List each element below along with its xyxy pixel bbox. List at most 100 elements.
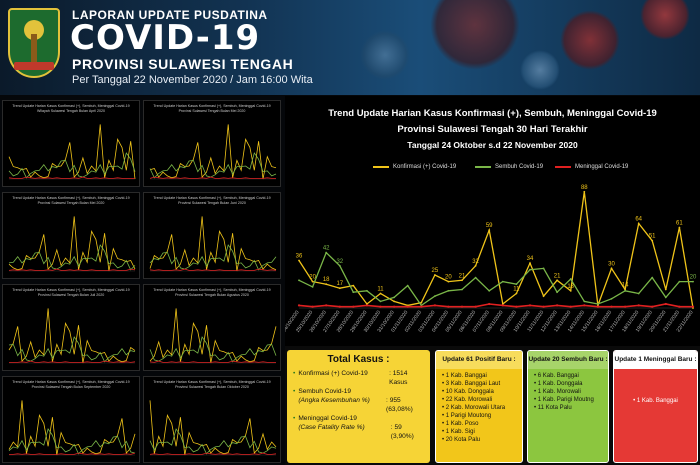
update-list-item: • 1 Kab. Parigi Moutng	[534, 397, 594, 403]
data-point	[325, 283, 328, 286]
thumbnail-series-line	[149, 336, 277, 363]
total-cases-title: Total Kasus :	[327, 354, 390, 365]
data-point	[393, 305, 396, 308]
meninggal-update-title: Update 1 Meninggal Baru :	[614, 351, 697, 369]
data-point	[379, 305, 382, 308]
data-point	[651, 239, 654, 242]
virus-decoration-icon	[520, 50, 560, 90]
thumbnail-title: Trend Update Harian Kasus Konfirmasi (+)…	[12, 288, 130, 297]
data-point	[311, 286, 314, 288]
data-label: 61	[676, 221, 683, 227]
thumbnail-title: Trend Update Harian Kasus Konfirmasi (+)…	[12, 196, 130, 205]
summary-row: • Konfirmasi (+) Covid-19: 1514 Kasus	[293, 370, 408, 386]
data-label: 34	[527, 256, 534, 262]
data-point	[393, 296, 395, 299]
monthly-chart-thumbnail: Trend Update Harian Kasus Konfirmasi (+)…	[2, 284, 140, 371]
data-label: 25	[432, 268, 439, 274]
data-point	[338, 305, 341, 308]
chart-subtitle: Provinsi Sulawesi Tengah 30 Hari Terakhi…	[397, 124, 588, 135]
summary-row: • Sembuh Covid-19	[293, 388, 352, 395]
thumbnail-series-line	[8, 308, 136, 364]
update-list-item: • 1 Kab. Poso	[442, 421, 479, 427]
data-label: 20	[309, 275, 316, 281]
thumbnail-series-line	[8, 244, 136, 271]
virus-decoration-icon	[640, 0, 690, 40]
data-point	[434, 295, 436, 297]
sembuh-update-box: Update 20 Sembuh Baru : • 6 Kab. Banggai…	[527, 350, 609, 463]
data-label: 18	[323, 277, 330, 283]
update-list-item: • 1 Kab. Banggai	[442, 373, 487, 379]
positif-update-title: Update 61 Positif Baru :	[436, 351, 522, 369]
virus-decoration-icon	[360, 30, 410, 80]
update-list-item: • 6 Kab. Banggai	[534, 373, 579, 379]
data-point	[474, 305, 477, 308]
sembuh-update-list: • 6 Kab. Banggai • 1 Kab. Donggala • 1 Kab…	[528, 369, 608, 462]
series-line-sembuh	[298, 251, 693, 307]
data-label: 32	[472, 259, 479, 265]
data-point	[488, 289, 491, 292]
update-list-item: • 1 Kab. Donggala	[534, 381, 583, 387]
data-point	[569, 305, 572, 308]
data-label: 42	[323, 246, 330, 252]
update-list-item: • 2 Kab. Morowali Utara	[442, 405, 506, 411]
data-point	[379, 292, 382, 295]
report-date: Per Tanggal 22 November 2020 / Jam 16:00…	[72, 74, 313, 86]
thumbnail-title: Trend Update Harian Kasus Konfirmasi (+)…	[12, 104, 130, 113]
thumbnail-series-line	[149, 308, 277, 364]
data-point	[691, 305, 695, 308]
data-point	[596, 305, 599, 308]
data-point	[338, 264, 341, 267]
legend-item-konfirmasi: Konfirmasi (+) Covid-19	[373, 164, 456, 170]
update-list-item: • 10 Kab. Donggala	[442, 389, 494, 395]
data-point	[311, 280, 314, 283]
header-banner: LAPORAN UPDATE PUSDATINA COVID-19 PROVIN…	[0, 0, 700, 95]
data-label: 64	[635, 217, 642, 223]
monthly-chart-thumbnail: Trend Update Harian Kasus Konfirmasi (+)…	[2, 192, 140, 279]
meninggal-update-list: • 1 Kab. Banggai	[614, 369, 697, 462]
virus-decoration-icon	[560, 10, 620, 70]
data-point	[610, 267, 613, 270]
legend-item-sembuh: Sembuh Covid-19	[475, 164, 543, 170]
thumbnail-series-line	[149, 452, 277, 455]
data-point	[651, 276, 654, 279]
meninggal-update-box: Update 1 Meninggal Baru : • 1 Kab. Bangg…	[613, 350, 698, 463]
thumbnail-series-line	[149, 400, 277, 456]
thumbnail-series-line	[8, 268, 136, 271]
data-label: 11	[377, 287, 384, 293]
summary-row: •(Case Fatality Rate %): 59 (3,90%)	[298, 424, 414, 440]
thumbnail-title: Trend Update Harian Kasus Konfirmasi (+)…	[153, 104, 271, 113]
thumbnail-title: Trend Update Harian Kasus Konfirmasi (+)…	[12, 380, 130, 389]
monthly-chart-thumbnail: Trend Update Harian Kasus Konfirmasi (+)…	[143, 376, 281, 463]
data-point	[325, 251, 328, 254]
data-point	[488, 229, 491, 232]
sembuh-update-title: Update 20 Sembuh Baru :	[528, 351, 608, 369]
data-point	[569, 289, 572, 292]
thumbnail-series-line	[9, 452, 136, 455]
data-point	[624, 305, 627, 308]
data-point	[461, 288, 463, 291]
monthly-charts-grid: Trend Update Harian Kasus Konfirmasi (+)…	[0, 96, 285, 465]
data-point	[488, 302, 491, 306]
thumbnail-series-line	[8, 428, 136, 455]
data-point	[379, 300, 382, 303]
data-point	[352, 305, 355, 308]
data-point	[474, 264, 477, 267]
summary-row: •(Angka Kesembuhan %): 955 (63,08%)	[298, 397, 413, 413]
data-point	[420, 305, 423, 308]
thumbnail-series-line	[149, 124, 277, 180]
total-cases-box: Total Kasus : • Konfirmasi (+) Covid-19: …	[287, 350, 430, 463]
data-point	[406, 284, 409, 287]
data-label: 13	[567, 284, 574, 290]
data-point	[297, 304, 301, 307]
data-point	[610, 297, 613, 300]
data-label: 32	[336, 259, 343, 265]
data-point	[338, 287, 341, 290]
thumbnail-series-line	[149, 428, 277, 455]
data-point	[515, 283, 518, 286]
thumbnail-series-line	[8, 400, 136, 456]
positif-update-list: • 1 Kab. Banggai • 3 Kab. Banggai Laut • 1…	[436, 369, 522, 462]
province-title: PROVINSI SULAWESI TENGAH	[72, 56, 294, 72]
data-label: 21	[459, 273, 466, 279]
data-point	[692, 280, 694, 283]
positif-update-box: Update 61 Positif Baru : • 1 Kab. Bangga…	[435, 350, 523, 463]
